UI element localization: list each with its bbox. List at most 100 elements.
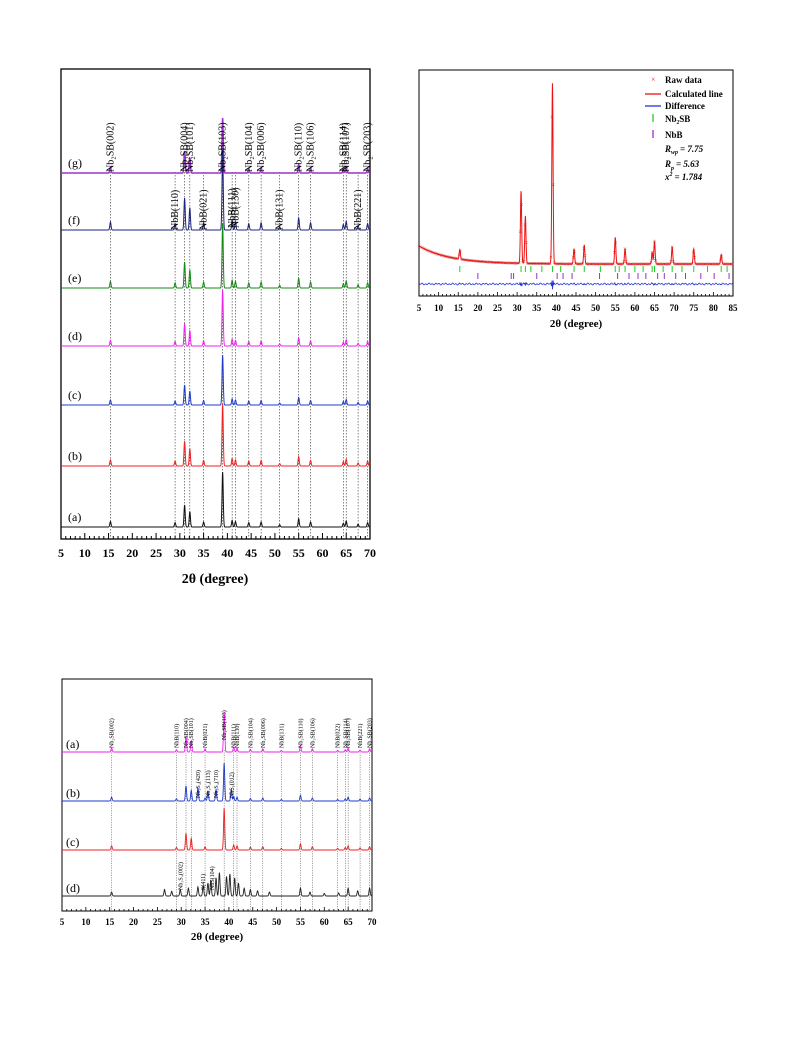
x-tick-label: 40	[224, 917, 234, 927]
diffraction-curves	[62, 711, 373, 897]
stat-chi: x2 = 1.784	[664, 172, 703, 182]
peak-label: Nb₂SB(110)	[297, 718, 304, 748]
curve-label: (g)	[68, 156, 82, 170]
x-tick-label: 5	[60, 917, 65, 927]
x-tick-label: 45	[245, 546, 257, 560]
curve-label: (b)	[66, 786, 80, 800]
peak-label: Nb₂SB(101)	[185, 122, 196, 172]
x-axis-label: 2θ (degree)	[182, 572, 249, 587]
curve-labels: (g) (f) (e) (d) (c) (b) (a)	[68, 156, 82, 524]
peak-label: Nb₂SB(006)	[256, 122, 267, 172]
xrd-chart-main: Nb₂SB(002) Nb₂SB(004)Nb₂SB(101) Nb₂SB(103)…	[58, 68, 376, 587]
peak-label: NbB(131)	[275, 189, 286, 230]
difference-line	[418, 280, 734, 290]
peak-label: Nb₂SB(104)	[247, 718, 254, 748]
stat-rwp: Rwp = 7.75	[664, 144, 704, 156]
legend-diff: Difference	[665, 101, 705, 111]
curve-label: (e)	[68, 271, 81, 285]
x-tick-label: 30	[513, 303, 523, 313]
legend-raw-marker: ×	[651, 75, 656, 84]
peak-label: Nb₂SB(103)	[218, 122, 229, 172]
peak-label: NbB(021)	[199, 189, 210, 230]
x-tick-label: 70	[364, 546, 376, 560]
peak-label: Nb₃S₄(002)	[177, 862, 184, 890]
curve-label: (c)	[68, 388, 81, 402]
calculated-line	[418, 83, 733, 265]
x-tick-label: 15	[454, 303, 464, 313]
peak-label: Nb₂SB(110)	[294, 123, 305, 172]
curve-c	[61, 354, 371, 406]
peak-label: NbB(130)	[234, 724, 241, 748]
peak-label: Nb₂SB(004)	[183, 718, 190, 748]
x-tick-label: 5	[58, 546, 64, 560]
x-tick-label: 35	[198, 546, 210, 560]
x-tick-label: 55	[293, 546, 305, 560]
peak-label: NbB(111)	[231, 724, 238, 748]
x-tick-label: 70	[670, 303, 680, 313]
curve-e	[61, 222, 371, 289]
x-tick-label: 60	[316, 546, 328, 560]
peak-label: Nb₃S₄(710)	[213, 770, 220, 798]
curve-label: (d)	[66, 881, 80, 895]
x-tick-label: 65	[650, 303, 660, 313]
x-tick-label: 65	[340, 546, 352, 560]
x-axis-label: 2θ (degree)	[191, 931, 244, 943]
x-tick-label: 80	[709, 303, 719, 313]
peak-label: NbS(104)	[209, 866, 216, 890]
curve-label: (a)	[66, 737, 79, 751]
legend: × Raw data Calculated line Difference Nb…	[645, 75, 723, 182]
peak-label: Nb₂SB(004)	[180, 122, 191, 172]
x-tick-label: 10	[434, 303, 444, 313]
peak-label: Nb₂SB(002)	[105, 122, 116, 172]
peak-label: NbB(131)	[278, 724, 285, 748]
curve-b	[61, 403, 371, 467]
xrd-chart-bottom: Nb₂SB(002) NbB(110) Nb₂SB(004) Nb₂SB(101) Nb…	[60, 678, 377, 943]
legend-calc: Calculated line	[665, 89, 723, 99]
curve-label: (a)	[68, 510, 81, 524]
peak-label: Nb₂SB(002)	[109, 718, 116, 748]
x-tick-label: 10	[81, 917, 91, 927]
curve-label: (f)	[68, 213, 80, 227]
x-tick-label: 15	[103, 546, 115, 560]
legend-nbb: NbB	[665, 130, 683, 140]
plot-frame	[60, 68, 371, 540]
peak-label: Nb₂SB(114)	[342, 718, 349, 748]
peak-label: Nb₂SB(114)	[338, 123, 349, 172]
peak-label: NbB(221)	[353, 189, 364, 230]
x-tick-label: 60	[320, 917, 330, 927]
x-axis-label: 2θ (degree)	[550, 318, 603, 330]
legend-raw: Raw data	[665, 75, 702, 85]
curve-labels: (a) (b) (c) (d)	[66, 737, 80, 895]
legend-nb2sb: Nb₂SB	[665, 114, 690, 124]
stat-rp: Rp = 5.63	[664, 159, 700, 172]
curve-a	[61, 471, 371, 528]
reference-lines	[110, 172, 368, 539]
x-tick-label: 45	[572, 303, 582, 313]
peak-label: Nb₂SB(106)	[309, 718, 316, 748]
peak-label: NbB(110)	[173, 724, 180, 748]
rietveld-chart: 5 10 15 20 25 30 35 40 45 50 55 60 65 70 75 80 85 2θ (de…	[417, 69, 738, 330]
curve-label: (c)	[66, 835, 79, 849]
x-tick-label: 25	[493, 303, 503, 313]
curve-c	[62, 807, 373, 851]
x-tick-label: 45	[248, 917, 258, 927]
peak-label: Nb₂SB(107)	[341, 122, 352, 172]
peak-label: NbB(110)	[170, 190, 181, 230]
plot-frame	[61, 678, 373, 912]
x-tick-label: 30	[174, 546, 186, 560]
x-tick-label: 30	[177, 917, 187, 927]
x-axis-ticks: 5 10 15 20 25 30 35 40 45 50 55 60 65 70 75 80 85	[417, 292, 738, 313]
x-tick-label: 15	[105, 917, 115, 927]
peak-label: Nb₃S₄(420)	[195, 770, 202, 798]
peak-labels: Nb₂SB(002) NbB(110) Nb₂SB(004) Nb₂SB(101) Nb…	[109, 710, 374, 890]
peak-label: NbB(221)	[357, 724, 364, 748]
reference-lines	[111, 750, 370, 911]
peak-label: Nb₂SB(101)	[188, 718, 195, 748]
peak-label: S(411)	[200, 874, 207, 890]
curve-label: (b)	[68, 449, 82, 463]
peak-label: Nb₂SB(104)	[244, 122, 255, 172]
x-tick-label: 60	[630, 303, 640, 313]
curve-d	[62, 872, 373, 897]
peak-label: Nb₂SB(107)	[345, 718, 352, 748]
x-tick-label: 55	[296, 917, 306, 927]
